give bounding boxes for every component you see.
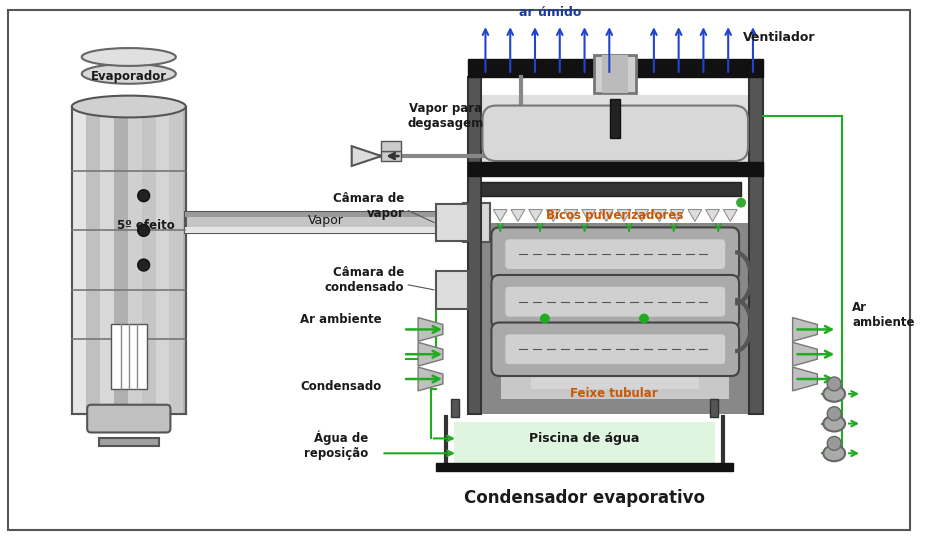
FancyBboxPatch shape xyxy=(505,334,725,364)
Bar xyxy=(87,106,102,151)
Bar xyxy=(710,399,718,417)
Bar xyxy=(436,271,467,309)
FancyBboxPatch shape xyxy=(482,105,748,161)
Bar xyxy=(603,55,629,93)
Bar xyxy=(436,204,467,241)
FancyBboxPatch shape xyxy=(505,287,725,316)
Polygon shape xyxy=(600,210,614,221)
Bar xyxy=(156,106,170,414)
Ellipse shape xyxy=(823,386,845,402)
Bar xyxy=(100,106,114,414)
Text: Água de
reposição: Água de reposição xyxy=(304,430,369,460)
Bar xyxy=(467,162,763,176)
Bar xyxy=(502,238,730,399)
Text: Feixe tubular: Feixe tubular xyxy=(570,387,658,400)
Ellipse shape xyxy=(71,96,185,117)
Polygon shape xyxy=(723,210,737,221)
Circle shape xyxy=(736,198,746,207)
Circle shape xyxy=(138,259,149,271)
Bar xyxy=(99,438,159,447)
Bar xyxy=(467,77,481,414)
FancyBboxPatch shape xyxy=(491,275,739,328)
Circle shape xyxy=(138,190,149,201)
Polygon shape xyxy=(351,146,381,166)
Bar xyxy=(610,99,620,138)
Polygon shape xyxy=(793,342,818,366)
Bar xyxy=(463,202,490,242)
Ellipse shape xyxy=(82,48,176,66)
Polygon shape xyxy=(793,318,818,341)
Bar xyxy=(83,106,176,151)
Polygon shape xyxy=(635,210,649,221)
Ellipse shape xyxy=(823,446,845,461)
Polygon shape xyxy=(793,367,818,391)
Circle shape xyxy=(639,314,649,323)
Text: Câmara de
condensado: Câmara de condensado xyxy=(324,266,404,294)
Bar xyxy=(185,212,467,218)
Bar xyxy=(594,55,636,93)
Text: ar úmido: ar úmido xyxy=(519,6,581,19)
Circle shape xyxy=(138,225,149,237)
Bar xyxy=(128,106,142,414)
Bar xyxy=(104,106,112,151)
Text: Condensador evaporativo: Condensador evaporativo xyxy=(464,489,705,507)
Bar xyxy=(185,212,467,233)
FancyBboxPatch shape xyxy=(87,405,171,433)
Bar xyxy=(111,325,146,389)
Bar xyxy=(72,106,186,414)
Text: Condensado: Condensado xyxy=(300,380,381,394)
Bar xyxy=(72,106,86,414)
Polygon shape xyxy=(418,342,443,366)
Bar xyxy=(451,399,459,417)
Ellipse shape xyxy=(823,416,845,431)
FancyBboxPatch shape xyxy=(491,322,739,376)
Text: Ar
ambiente: Ar ambiente xyxy=(852,301,915,328)
Bar xyxy=(86,106,100,414)
Bar xyxy=(170,106,184,414)
Bar xyxy=(481,182,741,195)
FancyBboxPatch shape xyxy=(505,239,725,269)
Polygon shape xyxy=(582,210,596,221)
Text: Piscina de água: Piscina de água xyxy=(529,432,640,445)
Bar xyxy=(531,248,700,389)
Text: Câmara de
vapor: Câmara de vapor xyxy=(333,192,404,220)
Bar xyxy=(467,59,763,77)
Bar xyxy=(142,106,156,414)
Bar xyxy=(72,106,186,414)
Bar xyxy=(185,227,467,233)
Ellipse shape xyxy=(82,64,176,84)
Polygon shape xyxy=(688,210,702,221)
Circle shape xyxy=(827,436,841,450)
Bar xyxy=(381,141,401,151)
Text: Vapor para
degasagem: Vapor para degasagem xyxy=(408,102,484,130)
Polygon shape xyxy=(528,210,542,221)
Bar xyxy=(749,77,763,414)
Text: Bicos pulverizadores: Bicos pulverizadores xyxy=(546,209,683,222)
Circle shape xyxy=(540,314,550,323)
Polygon shape xyxy=(511,210,525,221)
Text: Vapor: Vapor xyxy=(308,214,344,227)
Polygon shape xyxy=(617,210,631,221)
Polygon shape xyxy=(705,210,719,221)
Text: Ventilador: Ventilador xyxy=(743,31,816,44)
Circle shape xyxy=(827,377,841,391)
Polygon shape xyxy=(546,210,560,221)
Text: Ar ambiente: Ar ambiente xyxy=(299,313,381,326)
Bar xyxy=(436,463,733,471)
Text: Evaporador: Evaporador xyxy=(91,70,167,83)
Bar xyxy=(381,151,401,161)
Polygon shape xyxy=(418,367,443,391)
Bar xyxy=(453,422,716,463)
Polygon shape xyxy=(565,210,578,221)
Polygon shape xyxy=(493,210,507,221)
FancyBboxPatch shape xyxy=(491,227,739,281)
Polygon shape xyxy=(418,318,443,341)
Bar xyxy=(481,94,749,176)
Polygon shape xyxy=(653,210,667,221)
Bar xyxy=(481,224,749,414)
Bar xyxy=(114,106,128,414)
Text: 5º efeito: 5º efeito xyxy=(117,219,174,232)
Polygon shape xyxy=(670,210,684,221)
Circle shape xyxy=(827,407,841,421)
